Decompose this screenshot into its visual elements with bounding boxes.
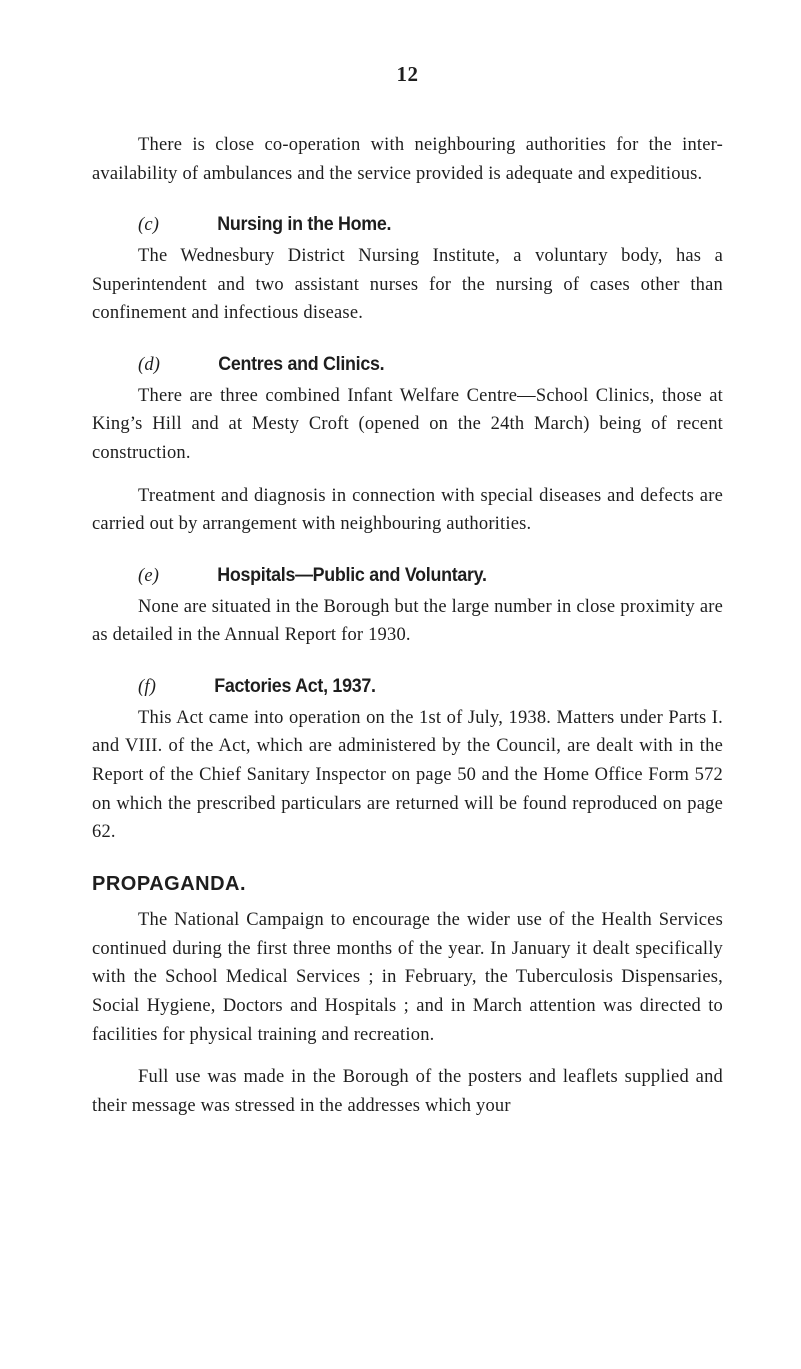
subsection-d: (d) Centres and Clinics. There are three…: [92, 350, 723, 539]
subsection-e-heading: (e) Hospitals—Public and Voluntary.: [92, 561, 723, 591]
subsection-c-title: Nursing in the Home.: [174, 210, 391, 239]
propaganda-body-1: The National Campaign to encourage the w…: [92, 906, 723, 1049]
document-page: 12 There is close co-operation with neig…: [0, 0, 801, 1369]
subsection-e-body: None are situated in the Borough but the…: [92, 593, 723, 650]
subsection-e-title: Hospitals—Public and Voluntary.: [174, 561, 487, 590]
subsection-e: (e) Hospitals—Public and Voluntary. None…: [92, 561, 723, 650]
subsection-d-letter: (d): [138, 355, 160, 375]
subsection-f-title: Factories Act, 1937.: [171, 672, 376, 701]
subsection-f-letter: (f): [138, 677, 156, 697]
subsection-d-body-2: Treatment and diagnosis in connection wi…: [92, 482, 723, 539]
intro-paragraph: There is close co-operation with neighbo…: [92, 131, 723, 188]
page-number: 12: [92, 62, 723, 87]
subsection-e-letter: (e): [138, 566, 159, 586]
subsection-c-letter: (c): [138, 215, 159, 235]
subsection-d-title: Centres and Clinics.: [175, 350, 384, 379]
subsection-c: (c) Nursing in the Home. The Wednesbury …: [92, 210, 723, 328]
subsection-f: (f) Factories Act, 1937. This Act came i…: [92, 672, 723, 847]
subsection-c-body: The Wednesbury District Nursing Institut…: [92, 242, 723, 328]
subsection-f-heading: (f) Factories Act, 1937.: [92, 672, 723, 702]
subsection-f-body: This Act came into operation on the 1st …: [92, 704, 723, 847]
propaganda-body-2: Full use was made in the Borough of the …: [92, 1063, 723, 1120]
subsection-d-heading: (d) Centres and Clinics.: [92, 350, 723, 380]
subsection-c-heading: (c) Nursing in the Home.: [92, 210, 723, 240]
subsection-d-body-1: There are three combined Infant Welfare …: [92, 382, 723, 468]
propaganda-heading: PROPAGANDA.: [92, 873, 723, 896]
